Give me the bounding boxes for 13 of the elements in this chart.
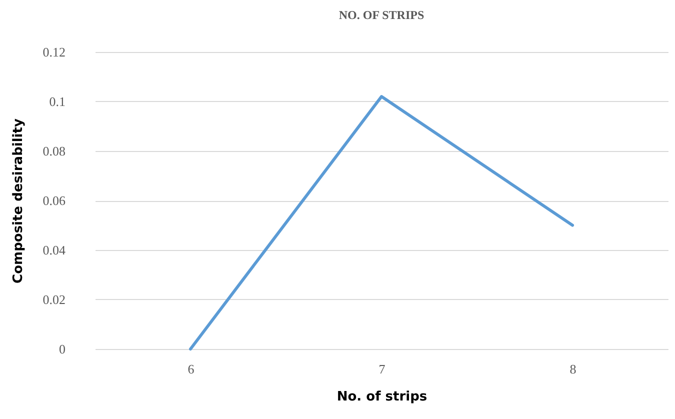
y-tick-label: 0.08 <box>42 144 66 158</box>
chart-title: NO. OF STRIPS <box>338 8 424 22</box>
y-tick-label: 0.1 <box>49 94 66 109</box>
y-axis-title: Composite desirability <box>10 118 26 284</box>
x-tick-label: 7 <box>378 362 386 376</box>
y-tick-label: 0.12 <box>42 44 66 60</box>
y-tick-label: 0 <box>59 342 66 356</box>
y-tick-label: 0.02 <box>42 292 66 307</box>
x-tick-label: 6 <box>188 362 195 376</box>
x-axis-title: No. of strips <box>336 390 428 404</box>
y-tick-label: 0.06 <box>42 193 66 208</box>
y-tick-label: 0.04 <box>42 242 66 258</box>
x-tick-label: 8 <box>570 362 576 376</box>
